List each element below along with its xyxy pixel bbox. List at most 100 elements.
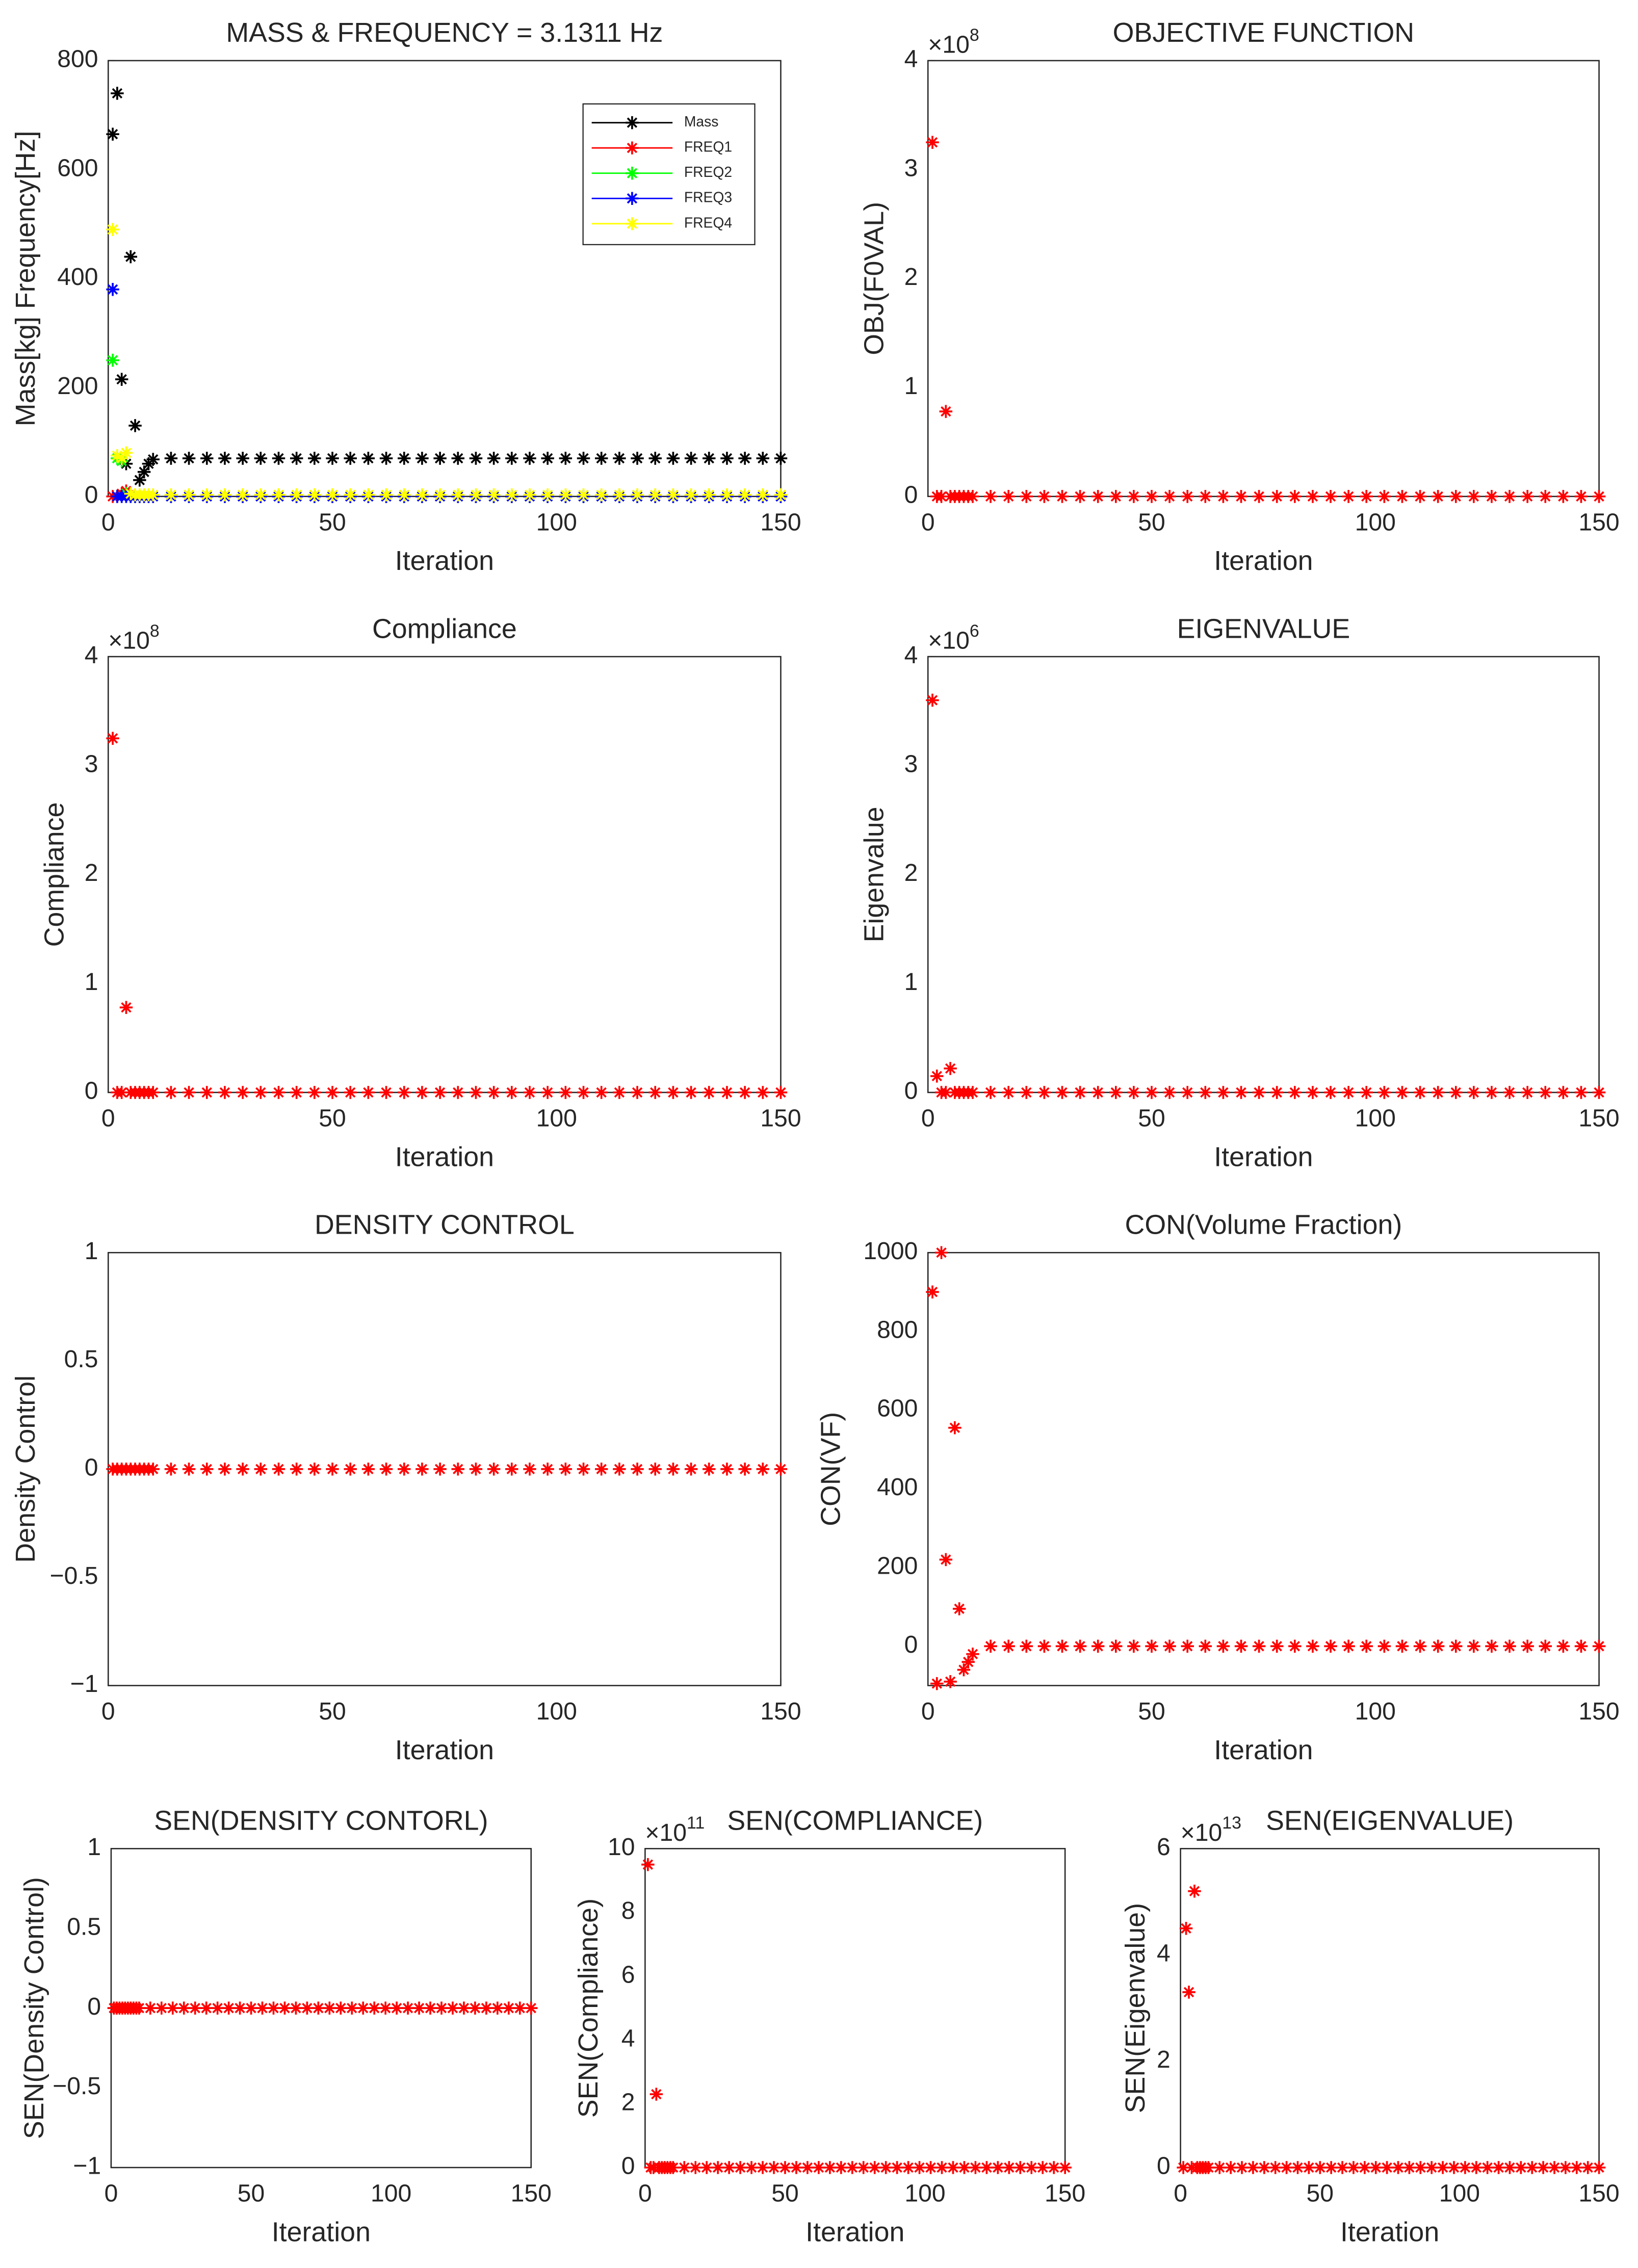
y-axis-label: Eigenvalue (859, 806, 890, 942)
data-point (451, 452, 465, 465)
x-tick-label: 50 (771, 2179, 799, 2207)
data-point (1025, 2161, 1038, 2174)
data-point (666, 1463, 680, 1476)
data-point (278, 2001, 292, 2015)
x-tick-label: 50 (238, 2179, 265, 2207)
data-point (1431, 1086, 1445, 1099)
x-tick-label: 0 (101, 508, 115, 536)
data-point (745, 2161, 758, 2174)
data-point (379, 1463, 393, 1476)
data-point (703, 452, 716, 465)
data-point (106, 732, 119, 745)
data-point (767, 2161, 781, 2174)
data-point (1252, 490, 1266, 503)
y-tick-label: 600 (877, 1395, 918, 1422)
y-tick-label: 2 (904, 859, 918, 887)
y-tick-label: 0 (87, 1993, 101, 2020)
data-point (469, 2001, 482, 2015)
data-point (1425, 2161, 1438, 2174)
data-point (966, 1647, 979, 1661)
data-point (1252, 1086, 1266, 1099)
chart-title: MASS & FREQUENCY = 3.1311 Hz (226, 17, 663, 48)
y-tick-label: 4 (85, 641, 98, 669)
data-point (1485, 1086, 1498, 1099)
data-point (1592, 490, 1606, 503)
x-tick-label: 0 (101, 1104, 115, 1132)
data-point (133, 474, 146, 487)
data-point (182, 1086, 196, 1099)
y-tick-label: −1 (70, 1670, 98, 1698)
data-point (648, 1086, 662, 1099)
data-point (720, 1463, 734, 1476)
y-tick-label: 800 (877, 1316, 918, 1343)
data-point (1436, 2161, 1449, 2174)
data-point (106, 353, 119, 367)
data-point (290, 1086, 303, 1099)
data-point (756, 1463, 770, 1476)
data-point (930, 1070, 944, 1083)
data-point (1163, 1639, 1176, 1653)
data-point (594, 452, 608, 465)
data-point (164, 1086, 178, 1099)
data-point (218, 452, 231, 465)
data-point (559, 1086, 573, 1099)
data-point (254, 1463, 268, 1476)
data-point (879, 2161, 893, 2174)
data-point (722, 2161, 736, 2174)
data-point (182, 488, 196, 502)
axes-frame (927, 656, 1600, 1093)
data-point (345, 2001, 359, 2015)
data-point (1358, 2161, 1371, 2174)
data-point (1447, 2161, 1461, 2174)
y-tick-label: 4 (621, 2024, 635, 2052)
x-axis-label: Iteration (1340, 2217, 1439, 2247)
data-point (1037, 490, 1051, 503)
data-point (308, 452, 321, 465)
data-point (541, 452, 554, 465)
data-point (984, 490, 997, 503)
x-tick-label: 50 (1307, 2179, 1334, 2207)
data-point (435, 2001, 448, 2015)
data-point (684, 488, 698, 502)
chart-title: SEN(COMPLIANCE) (727, 1806, 983, 1836)
data-point (1514, 2161, 1528, 2174)
x-tick-label: 150 (1578, 508, 1619, 536)
data-point (487, 452, 501, 465)
y-tick-label: 0 (1157, 2152, 1171, 2180)
data-point (980, 2161, 994, 2174)
y-tick-label: 200 (877, 1552, 918, 1580)
x-tick-label: 100 (1439, 2179, 1480, 2207)
data-point (469, 488, 483, 502)
data-point (1073, 490, 1087, 503)
x-tick-label: 0 (105, 2179, 118, 2207)
data-point (361, 488, 375, 502)
x-tick-label: 150 (760, 1698, 801, 1725)
data-point (119, 446, 133, 460)
data-point (846, 2161, 859, 2174)
data-point (1395, 1639, 1409, 1653)
data-point (255, 2001, 269, 2015)
data-point (1570, 2161, 1583, 2174)
data-point (1246, 2161, 1260, 2174)
y-tick-label: 2 (904, 263, 918, 291)
data-point (1058, 2161, 1072, 2174)
data-point (666, 488, 680, 502)
x-tick-label: 150 (1045, 2179, 1085, 2207)
data-point (720, 488, 734, 502)
data-point (857, 2161, 870, 2174)
data-point (1467, 1086, 1480, 1099)
data-point (1181, 1639, 1194, 1653)
y-tick-label: 1 (904, 372, 918, 400)
data-point (1182, 1986, 1195, 1999)
data-point (1324, 2161, 1338, 2174)
y-tick-label: 4 (904, 45, 918, 73)
data-point (124, 487, 138, 501)
data-point (106, 127, 119, 141)
data-point (300, 2001, 314, 2015)
data-point (115, 373, 128, 386)
data-point (115, 452, 128, 465)
data-point (1377, 1639, 1391, 1653)
data-point (1109, 490, 1123, 503)
y-tick-label: 1 (87, 1833, 101, 1861)
